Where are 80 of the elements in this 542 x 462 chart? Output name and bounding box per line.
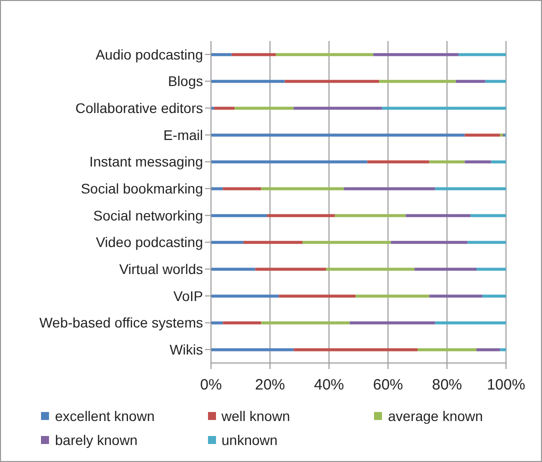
x-tick-label: 80% xyxy=(432,376,462,394)
y-tick-label: Collaborative editors xyxy=(75,100,203,116)
legend-label: excellent known xyxy=(55,408,155,424)
bar xyxy=(211,240,244,244)
legend-label: well known xyxy=(222,408,290,424)
bar xyxy=(302,240,391,244)
bar xyxy=(482,294,506,298)
bar xyxy=(211,321,223,324)
bar xyxy=(464,160,492,164)
bar xyxy=(284,80,380,83)
bar xyxy=(435,187,506,190)
bar xyxy=(458,53,506,56)
bar xyxy=(379,80,456,83)
bar xyxy=(243,240,302,244)
y-tick-label: Blogs xyxy=(168,73,203,90)
x-tick-label: 20% xyxy=(254,376,286,394)
bar xyxy=(373,53,459,56)
bar xyxy=(222,187,262,190)
bar xyxy=(435,321,506,324)
bar xyxy=(211,294,279,298)
bar xyxy=(211,268,256,271)
bar xyxy=(476,348,500,352)
bar xyxy=(232,53,276,56)
legend-label: unknown xyxy=(222,432,278,448)
y-tick-label: Web-based office systems xyxy=(39,314,203,331)
y-tick-label: Wikis xyxy=(170,342,203,358)
bar xyxy=(429,294,482,298)
bar xyxy=(367,160,430,164)
bar xyxy=(211,214,268,218)
x-tick-label: 0% xyxy=(200,376,222,394)
bar xyxy=(211,160,368,164)
y-tick-label: Virtual worlds xyxy=(119,261,203,278)
y-tick-label: Social bookmarking xyxy=(80,180,203,197)
x-tick-label: 60% xyxy=(372,376,404,394)
bar xyxy=(261,321,350,324)
bar xyxy=(255,268,326,271)
bar xyxy=(234,106,294,110)
bar xyxy=(414,268,476,271)
bar xyxy=(326,268,415,271)
bar xyxy=(491,160,506,164)
bar xyxy=(356,294,430,298)
bar xyxy=(500,134,504,137)
bar xyxy=(470,214,506,218)
bar xyxy=(476,268,506,271)
bar xyxy=(456,80,486,83)
y-tick-label: Social networking xyxy=(93,207,203,224)
bar xyxy=(344,187,436,190)
bar xyxy=(261,187,344,190)
bar xyxy=(222,321,262,324)
bar xyxy=(500,348,506,352)
y-tick-label: Audio podcasting xyxy=(96,46,203,62)
y-tick-label: Instant messaging xyxy=(89,154,203,170)
bar xyxy=(350,321,436,324)
x-tick-label: 100% xyxy=(486,376,526,394)
bar xyxy=(267,214,335,218)
bar xyxy=(294,106,382,110)
legend-label: average known xyxy=(388,408,483,424)
bar xyxy=(418,348,476,352)
bar xyxy=(468,240,506,244)
x-tick-label: 40% xyxy=(314,376,344,394)
bar xyxy=(211,53,232,56)
bar xyxy=(211,80,285,83)
bar xyxy=(278,294,356,298)
bar xyxy=(429,160,465,164)
bar xyxy=(294,348,418,352)
y-tick-label: Video podcasting xyxy=(96,234,203,250)
bar xyxy=(464,134,500,137)
bar xyxy=(406,214,471,218)
bar xyxy=(276,53,374,56)
bar xyxy=(334,214,406,218)
bar xyxy=(485,80,506,83)
bar xyxy=(211,348,294,352)
bar xyxy=(211,187,223,190)
y-tick-label: VoIP xyxy=(173,288,203,304)
y-tick-label: E-mail xyxy=(163,126,203,143)
bar xyxy=(211,134,465,137)
bar xyxy=(214,106,235,110)
legend-label: barely known xyxy=(55,432,138,448)
bar xyxy=(390,240,468,244)
bar xyxy=(382,106,506,110)
